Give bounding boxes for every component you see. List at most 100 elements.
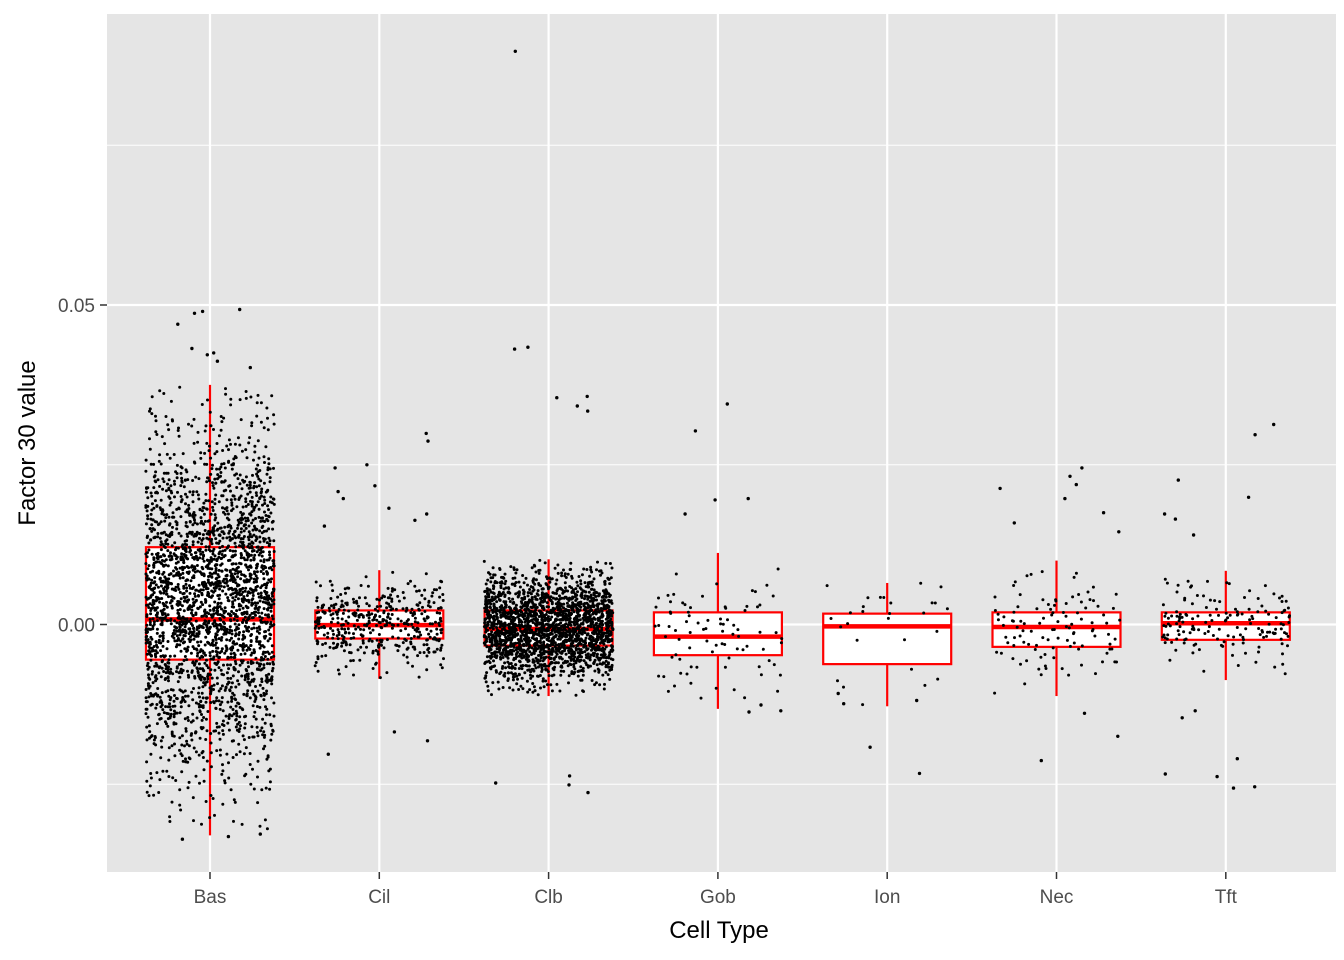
- data-point: [546, 670, 550, 674]
- data-point: [237, 623, 241, 627]
- data-point: [145, 652, 149, 656]
- data-point: [580, 638, 584, 642]
- data-point: [253, 601, 257, 605]
- data-point: [339, 593, 343, 596]
- data-point: [560, 587, 563, 591]
- data-point: [187, 627, 191, 631]
- data-point: [196, 430, 200, 434]
- data-point: [357, 614, 361, 618]
- data-point: [556, 571, 560, 575]
- data-point: [272, 701, 276, 705]
- data-point: [582, 613, 586, 617]
- data-point: [263, 630, 267, 634]
- data-point: [394, 643, 398, 647]
- data-point: [592, 605, 596, 609]
- data-point: [164, 722, 168, 726]
- data-point: [396, 623, 400, 627]
- data-point: [270, 577, 273, 581]
- data-point: [258, 599, 262, 603]
- data-point: [173, 619, 177, 623]
- data-point: [248, 490, 252, 494]
- data-point: [252, 577, 256, 581]
- data-point: [174, 554, 178, 558]
- data-point: [191, 493, 195, 497]
- data-point: [240, 545, 244, 548]
- data-point: [209, 472, 213, 476]
- data-point: [435, 632, 439, 636]
- data-point: [204, 738, 208, 741]
- data-point: [569, 647, 573, 651]
- data-point: [502, 600, 506, 604]
- data-point: [207, 532, 211, 536]
- data-point: [257, 477, 261, 481]
- data-point: [239, 510, 243, 514]
- data-point: [244, 497, 248, 501]
- data-point: [496, 680, 500, 684]
- data-point: [239, 537, 243, 541]
- data-point: [318, 616, 322, 620]
- data-point: [221, 449, 225, 452]
- data-point: [157, 522, 161, 526]
- data-point: [343, 627, 347, 631]
- data-point: [178, 736, 182, 740]
- data-point: [531, 660, 535, 664]
- data-point: [168, 503, 172, 507]
- data-point: [550, 577, 554, 581]
- data-point: [268, 713, 272, 717]
- data-point: [491, 584, 495, 588]
- data-point: [320, 654, 324, 658]
- data-point: [219, 428, 223, 432]
- data-point: [183, 554, 187, 558]
- data-point: [172, 715, 176, 719]
- data-point: [178, 625, 182, 629]
- data-point: [153, 736, 157, 740]
- data-point: [411, 626, 415, 629]
- data-point: [259, 479, 263, 483]
- data-point: [270, 682, 274, 686]
- data-point: [186, 669, 189, 673]
- data-point: [357, 604, 360, 608]
- data-point: [157, 713, 161, 717]
- data-point: [172, 479, 176, 483]
- data-point: [212, 586, 216, 590]
- data-point: [169, 670, 173, 674]
- points-cil: [313, 570, 445, 680]
- data-point: [241, 642, 245, 646]
- data-point: [598, 569, 601, 573]
- data-point: [366, 584, 370, 588]
- data-point: [371, 628, 375, 632]
- data-point: [220, 556, 224, 560]
- data-point: [239, 724, 242, 728]
- data-point: [272, 422, 276, 426]
- data-point: [161, 572, 165, 576]
- data-point: [262, 539, 266, 543]
- data-point: [247, 616, 251, 619]
- data-point: [583, 581, 587, 585]
- data-point: [504, 666, 508, 670]
- data-point: [178, 643, 182, 647]
- data-point: [221, 802, 225, 806]
- data-point: [365, 613, 369, 617]
- data-point: [223, 779, 227, 783]
- data-point: [497, 687, 501, 691]
- data-point: [197, 644, 201, 648]
- data-point: [258, 642, 261, 646]
- data-point: [559, 642, 563, 646]
- data-point: [528, 591, 532, 595]
- data-point: [217, 731, 221, 735]
- data-point: [316, 630, 319, 634]
- data-point: [218, 613, 222, 617]
- data-point: [315, 599, 319, 603]
- data-point: [385, 601, 389, 605]
- data-point: [231, 463, 235, 467]
- data-point: [553, 628, 556, 632]
- data-point: [201, 557, 205, 561]
- data-point: [243, 589, 247, 593]
- data-point: [243, 597, 247, 601]
- data-point: [411, 612, 415, 616]
- data-point: [212, 557, 216, 561]
- data-point: [599, 619, 603, 623]
- data-point: [244, 714, 248, 718]
- data-point: [389, 605, 393, 609]
- data-point: [375, 618, 379, 622]
